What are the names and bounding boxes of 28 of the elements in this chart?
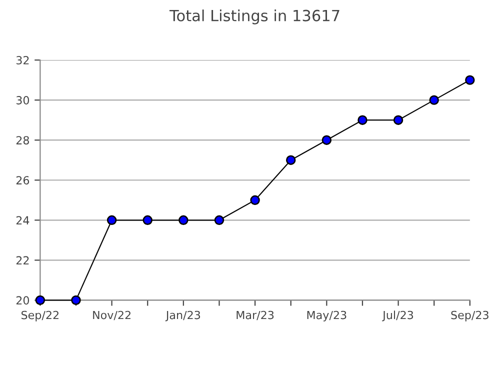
point bbox=[214, 215, 224, 226]
x-tick-label: May/23 bbox=[307, 310, 346, 322]
y-tick-label: 28 bbox=[16, 136, 30, 144]
point bbox=[393, 115, 404, 125]
y-tick-label: 24 bbox=[16, 216, 30, 224]
y-tick-label: 30 bbox=[16, 96, 30, 104]
point bbox=[250, 195, 260, 205]
point bbox=[35, 295, 46, 306]
chart-title: Total Listings in 13617 bbox=[169, 10, 340, 24]
x-tick-label: Jan/23 bbox=[165, 310, 200, 322]
y-tick-label: 32 bbox=[16, 56, 29, 64]
point bbox=[322, 135, 332, 145]
point bbox=[106, 215, 117, 226]
x-tick-label: Sep/22 bbox=[22, 310, 58, 322]
x-tick-label: Jul/23 bbox=[382, 310, 414, 322]
point bbox=[71, 295, 81, 306]
x-tick-label: Mar/23 bbox=[236, 310, 274, 320]
y-tick-label: 20 bbox=[16, 296, 30, 305]
x-tick-label: Sep/23 bbox=[451, 310, 488, 322]
point bbox=[286, 155, 296, 165]
point bbox=[358, 115, 368, 125]
y-tick-label: 22 bbox=[16, 256, 29, 264]
point bbox=[465, 75, 475, 85]
point bbox=[429, 95, 439, 105]
point bbox=[142, 215, 152, 226]
x-tick-label: Nov/22 bbox=[93, 310, 130, 320]
y-tick-label: 26 bbox=[16, 176, 30, 184]
point bbox=[178, 215, 188, 226]
